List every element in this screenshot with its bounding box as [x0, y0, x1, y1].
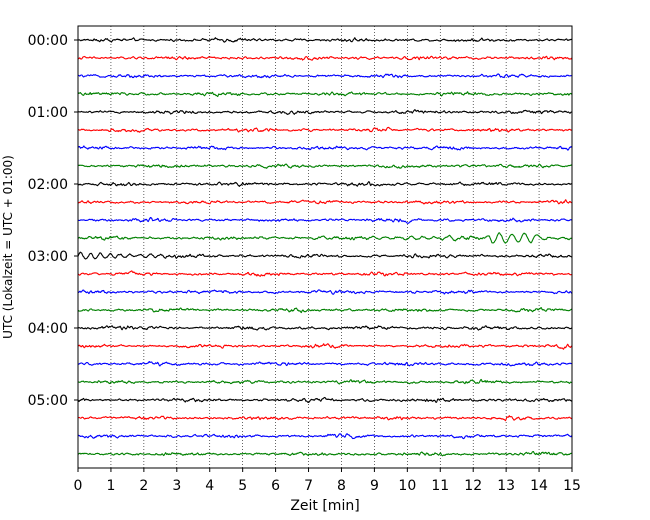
x-tick-label: 14	[530, 478, 548, 494]
y-tick-label: 02:00	[28, 177, 68, 193]
y-axis-ticks: 00:00 01:00 02:00 03:00 04:00 05:00	[28, 33, 78, 409]
trace-row-0200	[77, 181, 573, 187]
y-tick-label: 03:00	[28, 249, 68, 265]
y-axis-label: UTC (Lokalzeit = UTC + 01:00)	[1, 155, 15, 339]
y-tick-label: 01:00	[28, 105, 68, 121]
trace-row-0330	[77, 289, 573, 295]
trace-row-0445	[77, 378, 573, 385]
x-tick-label: 11	[431, 478, 449, 494]
trace-row-0015	[77, 55, 573, 61]
x-tick-label: 2	[139, 478, 148, 494]
trace-row-0115	[77, 126, 573, 133]
trace-row-0300	[77, 251, 573, 260]
trace-row-0215	[77, 199, 573, 205]
x-tick-label: 6	[271, 478, 280, 494]
trace-row-0415	[77, 343, 573, 350]
trace-row-0500	[77, 396, 573, 404]
x-tick-label: 7	[304, 478, 313, 494]
x-axis-ticks: 0 1 2 3 4 5 6 7 8 9 10 11 12 13 14 15	[74, 468, 581, 494]
x-tick-label: 3	[172, 478, 181, 494]
trace-row-0345	[77, 307, 573, 314]
x-tick-label: 5	[238, 478, 247, 494]
x-tick-label: 8	[337, 478, 346, 494]
trace-row-0315	[77, 270, 573, 277]
trace-row-0130	[77, 145, 573, 151]
trace-row-0030	[77, 73, 573, 79]
x-tick-label: 1	[106, 478, 115, 494]
plot-area	[78, 26, 572, 468]
x-tick-label: 13	[497, 478, 515, 494]
x-axis-label: Zeit [min]	[290, 498, 359, 514]
trace-row-0245	[77, 232, 573, 244]
trace-row-0145	[77, 163, 573, 169]
y-tick-label: 00:00	[28, 33, 68, 49]
x-tick-label: 12	[464, 478, 482, 494]
trace-row-0100	[77, 109, 573, 116]
trace-row-0400	[77, 325, 573, 331]
trace-row-0230	[77, 216, 573, 224]
trace-row-0545	[77, 450, 573, 457]
trace-row-0000	[77, 37, 573, 43]
x-tick-label: 0	[74, 478, 83, 494]
trace-row-0430	[77, 360, 573, 367]
y-tick-label: 05:00	[28, 393, 68, 409]
x-tick-label: 9	[370, 478, 379, 494]
trace-row-0515	[77, 415, 573, 422]
plot-border	[77, 25, 573, 469]
trace-row-0530	[77, 433, 573, 440]
x-tick-label: 15	[563, 478, 581, 494]
x-tick-label: 10	[398, 478, 416, 494]
trace-row-0045	[77, 91, 573, 98]
seismic-traces	[77, 37, 573, 457]
x-tick-label: 4	[205, 478, 214, 494]
y-tick-label: 04:00	[28, 321, 68, 337]
